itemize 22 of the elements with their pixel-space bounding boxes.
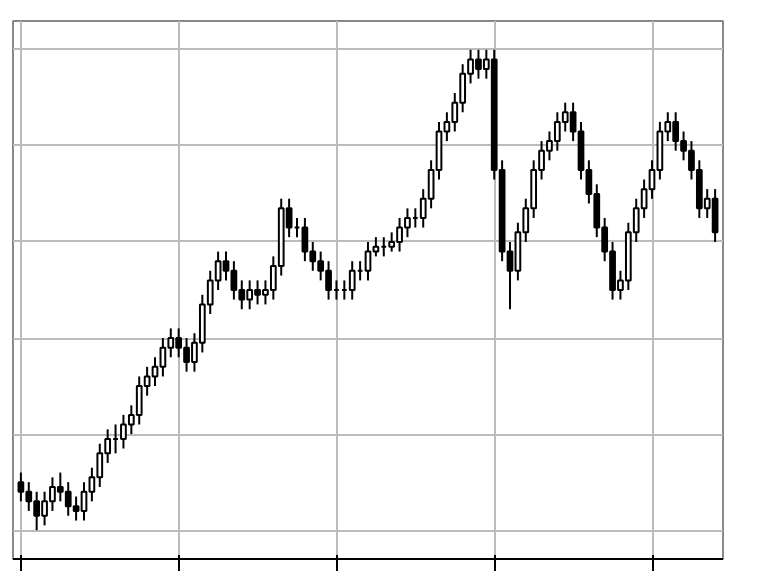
candlestick bbox=[175, 327, 183, 359]
candlestick bbox=[396, 216, 403, 253]
candlestick bbox=[672, 111, 680, 152]
candlestick bbox=[553, 111, 561, 152]
candlestick bbox=[364, 240, 372, 282]
candlestick bbox=[254, 279, 261, 306]
candlestick bbox=[159, 337, 167, 378]
candlestick bbox=[17, 471, 25, 503]
candlestick bbox=[325, 260, 332, 301]
candlestick bbox=[135, 375, 143, 426]
candlestick bbox=[120, 413, 127, 450]
candlestick bbox=[475, 48, 482, 80]
candlestick bbox=[230, 260, 238, 301]
candlestick bbox=[301, 216, 309, 263]
candlestick bbox=[348, 260, 356, 301]
candlestick bbox=[33, 490, 41, 532]
candlestick bbox=[246, 279, 254, 311]
candlestick bbox=[80, 481, 88, 522]
candlestick bbox=[25, 481, 33, 512]
candlestick bbox=[72, 495, 80, 522]
candlestick bbox=[388, 231, 396, 253]
candlestick bbox=[64, 481, 72, 517]
